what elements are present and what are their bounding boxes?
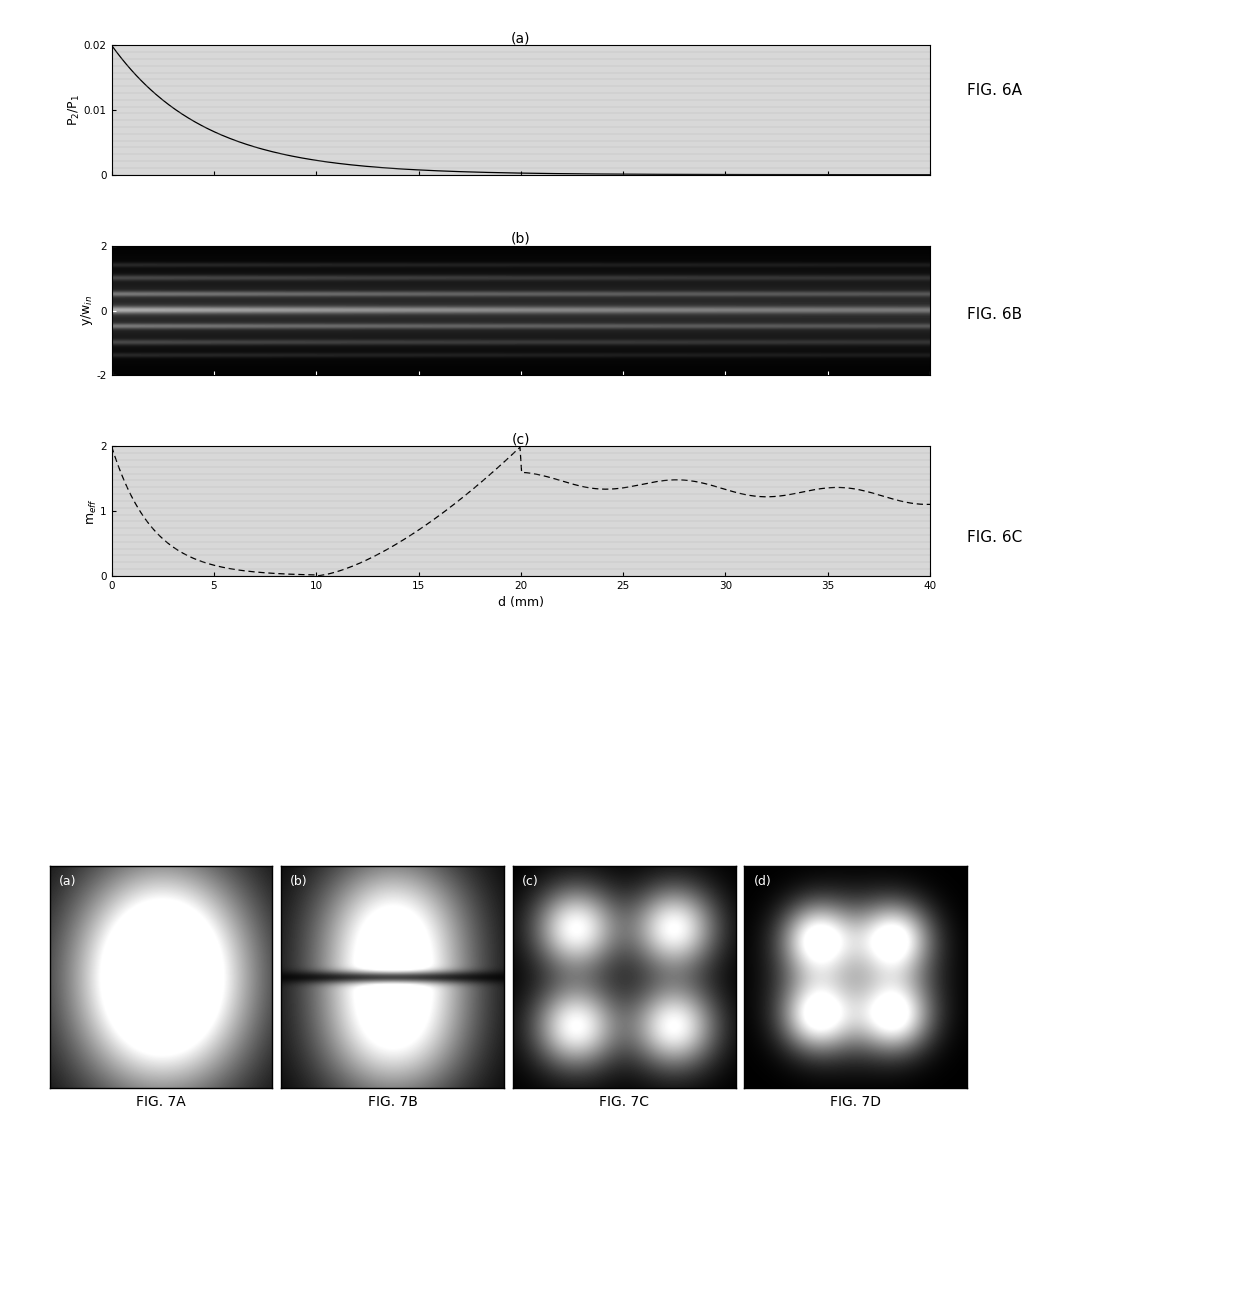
Text: (b): (b) (290, 875, 308, 888)
Text: FIG. 6B: FIG. 6B (967, 307, 1022, 322)
X-axis label: FIG. 7B: FIG. 7B (367, 1095, 418, 1109)
X-axis label: FIG. 7A: FIG. 7A (136, 1095, 186, 1109)
X-axis label: FIG. 7D: FIG. 7D (831, 1095, 882, 1109)
Text: FIG. 6C: FIG. 6C (967, 529, 1023, 545)
Y-axis label: P$_2$/P$_1$: P$_2$/P$_1$ (67, 94, 82, 126)
X-axis label: d (mm): d (mm) (497, 597, 544, 609)
Text: (d): (d) (754, 875, 771, 888)
Title: (b): (b) (511, 232, 531, 246)
Title: (a): (a) (511, 31, 531, 45)
Y-axis label: y/w$_{in}$: y/w$_{in}$ (79, 295, 95, 326)
Title: (c): (c) (512, 432, 529, 446)
Y-axis label: m$_{eff}$: m$_{eff}$ (86, 498, 99, 524)
X-axis label: FIG. 7C: FIG. 7C (599, 1095, 650, 1109)
Text: FIG. 6A: FIG. 6A (967, 83, 1022, 98)
Text: (c): (c) (522, 875, 538, 888)
Text: (a): (a) (58, 875, 76, 888)
